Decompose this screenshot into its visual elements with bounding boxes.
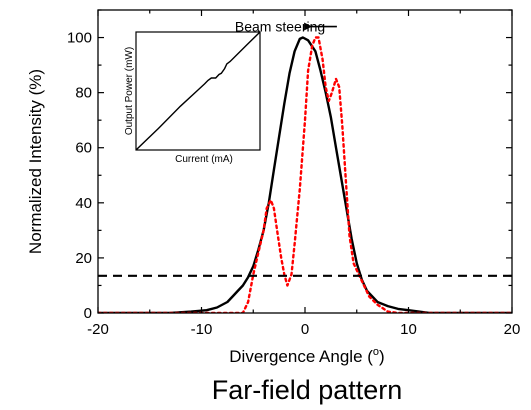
chart-caption: Far-field pattern — [212, 375, 403, 405]
y-tick-label: 20 — [75, 250, 92, 267]
y-tick-label: 60 — [75, 140, 92, 157]
x-tick-label: -20 — [87, 321, 109, 338]
inset-y-label: Output Power (mW) — [124, 47, 135, 135]
y-tick-label: 0 — [84, 305, 92, 322]
x-tick-label: 10 — [400, 321, 417, 338]
x-tick-label: -10 — [191, 321, 213, 338]
x-axis-label-close: ) — [379, 347, 385, 366]
series-steered-dotted — [98, 36, 512, 313]
x-tick-label: 0 — [301, 321, 309, 338]
y-axis-label: Normalized Intensity (%) — [26, 69, 45, 254]
beam-steering-arrowhead — [304, 22, 313, 31]
inset-li-curve — [136, 32, 260, 150]
y-tick-label: 40 — [75, 195, 92, 212]
x-tick-label: 20 — [504, 321, 521, 338]
x-axis-label-main: Divergence Angle ( — [229, 347, 373, 366]
y-tick-label: 100 — [67, 30, 92, 47]
series-measured-solid — [98, 36, 512, 313]
inset-x-label: Current (mA) — [175, 154, 233, 165]
y-tick-label: 80 — [75, 85, 92, 102]
x-axis-label: Divergence Angle (o) — [229, 346, 384, 366]
x-axis-label-degree: o — [373, 346, 379, 358]
beam-steering-annotation: Beam steering — [235, 19, 325, 35]
